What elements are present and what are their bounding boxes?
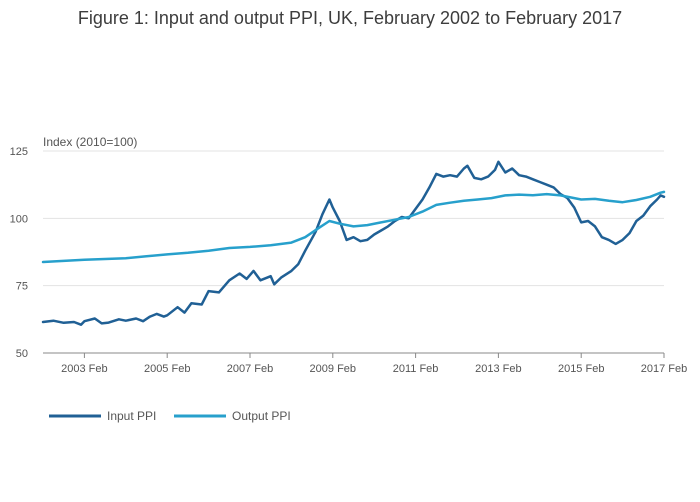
gridlines <box>43 150 664 354</box>
x-tick-label: 2013 Feb <box>475 363 521 375</box>
legend: Input PPI Output PPI <box>49 409 291 423</box>
x-tick-label: 2017 Feb <box>641 363 687 375</box>
series-line-1 <box>41 160 666 326</box>
x-tick-label: 2009 Feb <box>310 363 356 375</box>
y-axis-ticks: 50 75 100 125 <box>10 146 28 360</box>
series-line-2 <box>41 190 666 264</box>
y-tick-label: 50 <box>16 348 28 360</box>
x-tick-label: 2005 Feb <box>144 363 190 375</box>
chart-title: Figure 1: Input and output PPI, UK, Febr… <box>78 8 622 28</box>
x-tick-label: 2011 Feb <box>393 363 439 375</box>
y-axis-label: Index (2010=100) <box>43 135 137 149</box>
y-tick-label: 75 <box>16 281 28 293</box>
x-tick-label: 2007 Feb <box>227 363 273 375</box>
x-tick-label: 2015 Feb <box>558 363 604 375</box>
legend-label: Input PPI <box>107 409 156 423</box>
legend-label: Output PPI <box>232 409 291 423</box>
x-axis-ticks: 2003 Feb 2005 Feb 2007 Feb 2009 Feb 2011 Feb… <box>61 353 687 375</box>
x-tick-label: 2003 Feb <box>61 363 107 375</box>
y-tick-label: 125 <box>10 146 28 158</box>
series-lines <box>41 160 666 326</box>
y-tick-label: 100 <box>10 213 28 225</box>
